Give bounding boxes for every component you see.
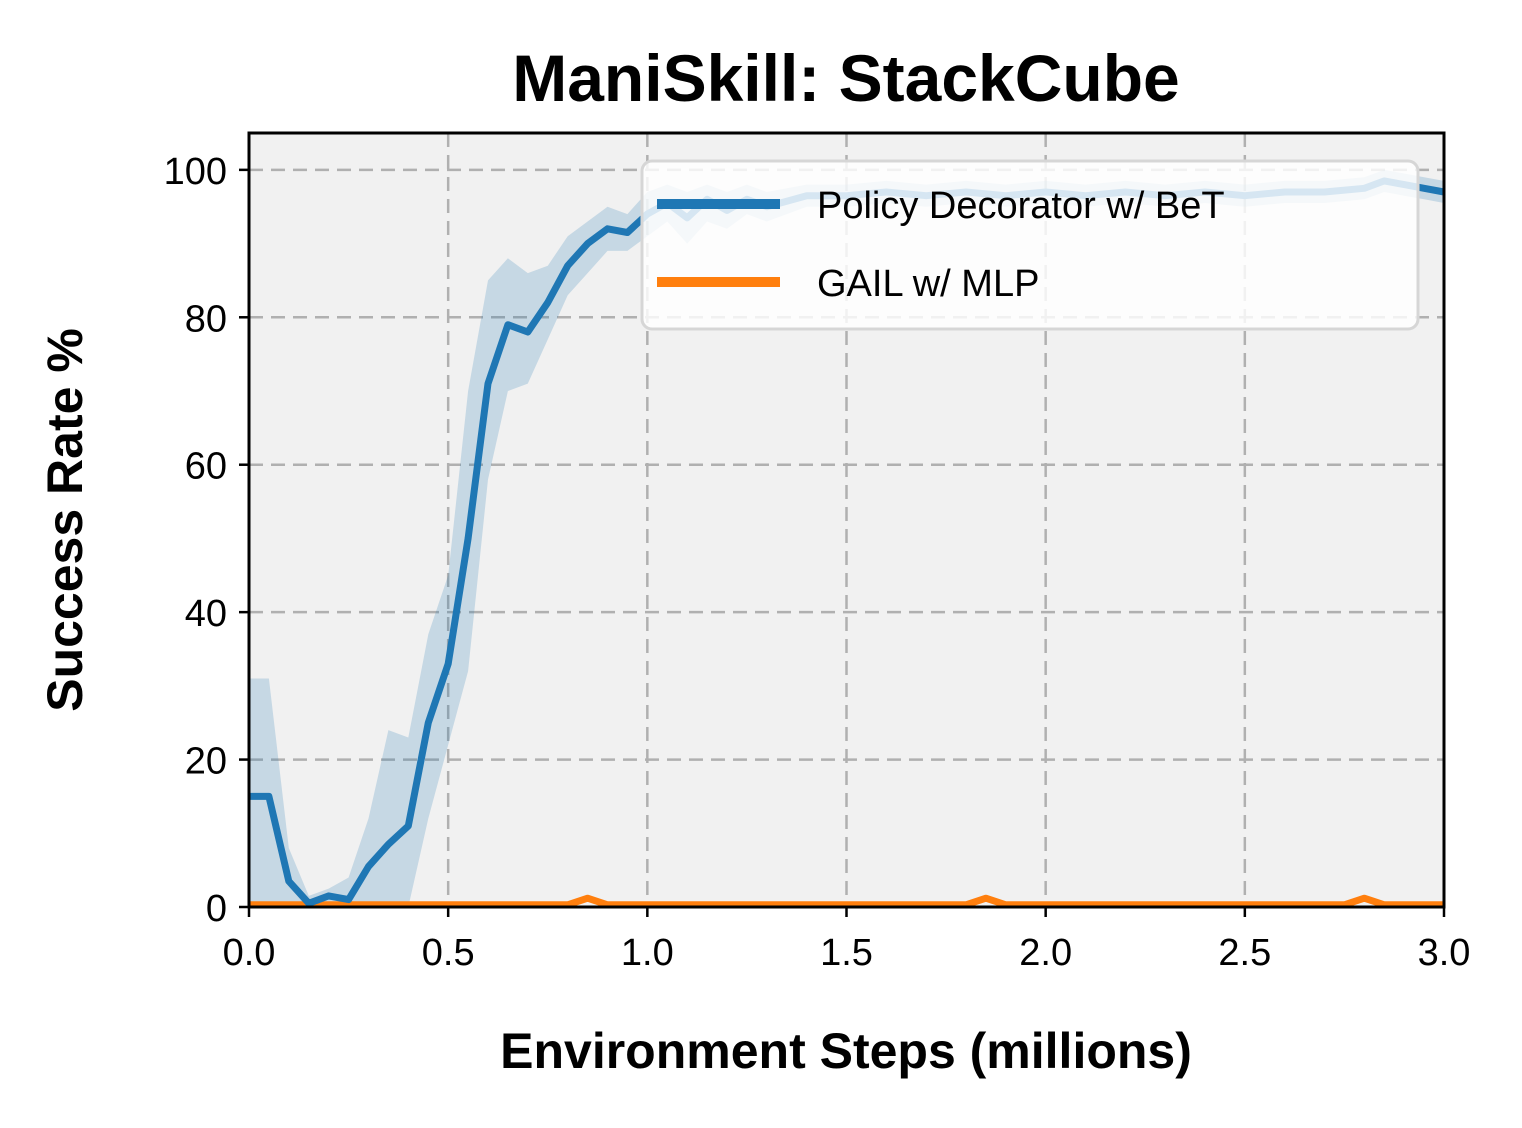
chart-title: ManiSkill: StackCube	[512, 41, 1180, 115]
x-tick-label: 1.0	[621, 932, 674, 974]
y-tick-label: 100	[164, 151, 227, 193]
y-axis: 0 20 40 60 80 100	[164, 151, 249, 930]
legend-box	[640, 159, 1420, 331]
legend-label: GAIL w/ MLP	[817, 263, 1039, 305]
x-tick-label: 2.0	[1019, 932, 1072, 974]
y-tick-label: 0	[206, 888, 227, 930]
y-tick-label: 20	[185, 741, 227, 783]
y-axis-label: Success Rate %	[37, 328, 93, 712]
y-tick-label: 40	[185, 593, 227, 635]
confidence-bands	[249, 169, 1444, 907]
x-tick-label: 3.0	[1418, 932, 1471, 974]
legend: Policy Decorator w/ BeT GAIL w/ MLP	[640, 159, 1420, 331]
x-tick-label: 0.5	[422, 932, 475, 974]
x-tick-label: 2.5	[1218, 932, 1271, 974]
x-axis-label: Environment Steps (millions)	[500, 1023, 1192, 1079]
confidence-band	[249, 169, 1444, 907]
series-line	[249, 894, 1444, 909]
y-tick-label: 60	[185, 446, 227, 488]
y-tick-label: 80	[185, 298, 227, 340]
x-tick-label: 1.5	[820, 932, 873, 974]
legend-label: Policy Decorator w/ BeT	[817, 185, 1225, 227]
x-tick-label: 0.0	[223, 932, 276, 974]
x-axis: 0.0 0.5 1.0 1.5 2.0 2.5 3.0	[223, 907, 1471, 974]
